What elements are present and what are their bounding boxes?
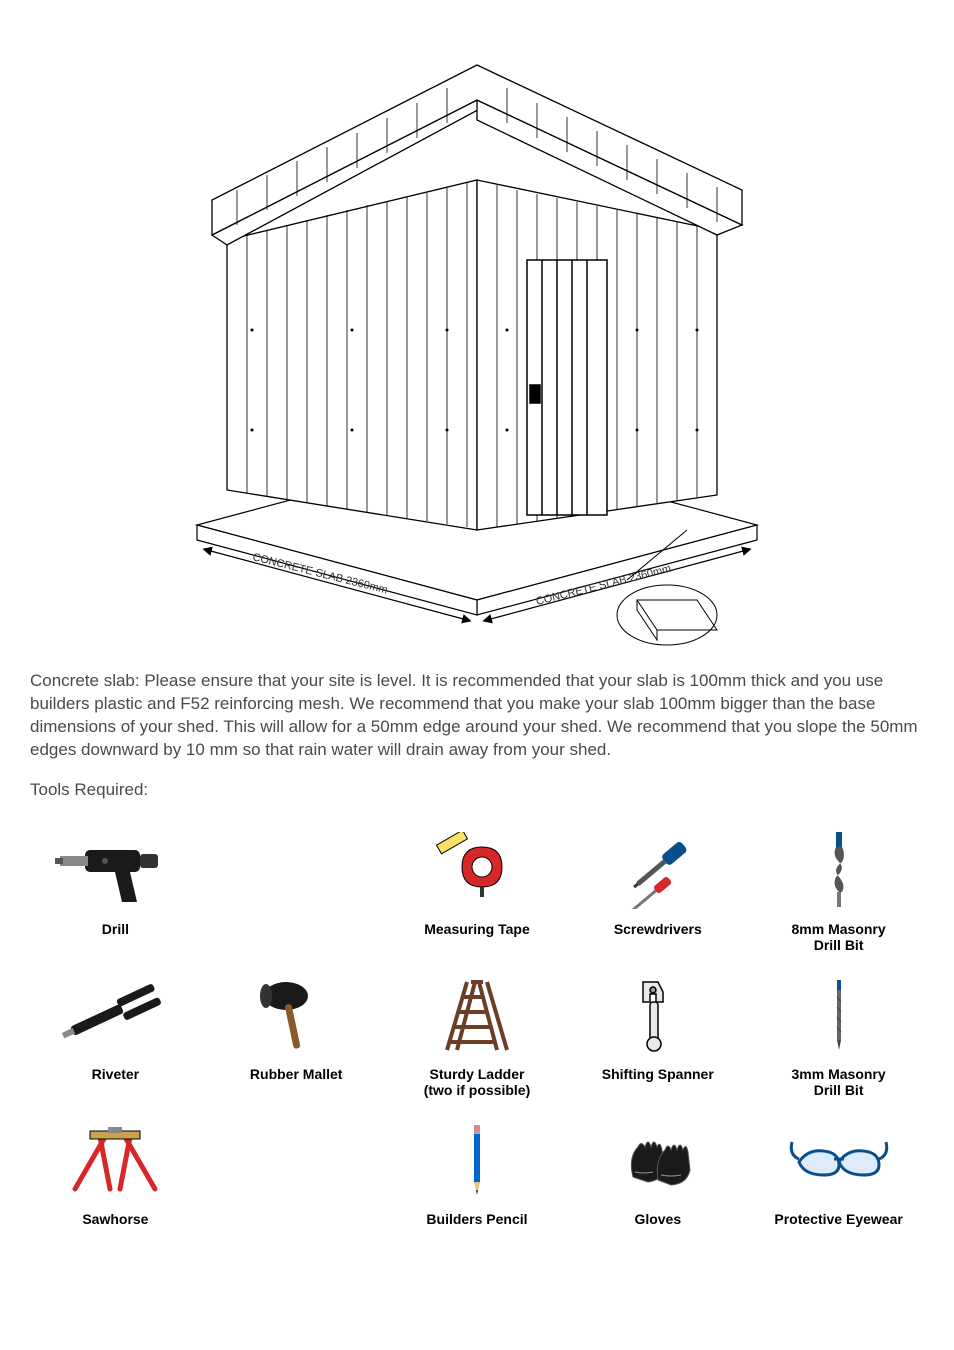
screwdrivers-label: Screwdrivers xyxy=(614,921,702,953)
ladder-icon xyxy=(392,963,563,1066)
tools-grid: Drill . Measuring Tape xyxy=(30,818,924,1243)
tool-eyewear: Protective Eyewear xyxy=(753,1108,924,1243)
tool-screwdrivers: Screwdrivers xyxy=(572,818,743,953)
tool-drill: Drill xyxy=(30,818,201,953)
gloves-icon xyxy=(572,1108,743,1211)
tool-spanner: Shifting Spanner xyxy=(572,963,743,1098)
builders-pencil-icon xyxy=(392,1108,563,1211)
tool-sawhorse: Sawhorse xyxy=(30,1108,201,1243)
riveter-icon xyxy=(30,963,201,1066)
tool-masonry-3mm: 3mm Masonry Drill Bit xyxy=(753,963,924,1098)
tool-riveter: Riveter xyxy=(30,963,201,1098)
concrete-slab-instructions: Concrete slab: Please ensure that your s… xyxy=(30,670,924,762)
builders-pencil-label: Builders Pencil xyxy=(426,1211,527,1243)
drill-icon xyxy=(30,818,201,921)
sawhorse-icon xyxy=(30,1108,201,1211)
screwdrivers-icon xyxy=(572,818,743,921)
tool-rubber-mallet: Rubber Mallet xyxy=(211,963,382,1098)
tool-measuring-tape: Measuring Tape xyxy=(392,818,563,953)
spanner-icon xyxy=(572,963,743,1066)
gloves-label: Gloves xyxy=(634,1211,681,1243)
masonry-8mm-label: 8mm Masonry Drill Bit xyxy=(792,921,886,953)
ladder-label: Sturdy Ladder (two if possible) xyxy=(424,1066,531,1098)
masonry-3mm-icon xyxy=(753,963,924,1066)
shed-diagram: CONCRETE SLAB 2360mm CONCRETE SLAB 2360m… xyxy=(30,30,924,655)
tool-builders-pencil: Builders Pencil xyxy=(392,1108,563,1243)
sawhorse-label: Sawhorse xyxy=(82,1211,148,1243)
measuring-tape-label: Measuring Tape xyxy=(424,921,530,953)
masonry-3mm-label: 3mm Masonry Drill Bit xyxy=(792,1066,886,1098)
measuring-tape-icon xyxy=(392,818,563,921)
shed-svg: CONCRETE SLAB 2360mm CONCRETE SLAB 2360m… xyxy=(157,30,797,650)
spanner-label: Shifting Spanner xyxy=(602,1066,714,1098)
masonry-8mm-icon xyxy=(753,818,924,921)
rubber-mallet-icon xyxy=(211,963,382,1066)
rubber-mallet-label: Rubber Mallet xyxy=(250,1066,343,1098)
riveter-label: Riveter xyxy=(92,1066,139,1098)
tool-masonry-8mm: 8mm Masonry Drill Bit xyxy=(753,818,924,953)
drill-label: Drill xyxy=(102,921,129,953)
tool-empty-2: . xyxy=(211,1108,382,1243)
eyewear-label: Protective Eyewear xyxy=(774,1211,902,1243)
tools-required-heading: Tools Required: xyxy=(30,780,924,800)
tool-gloves: Gloves xyxy=(572,1108,743,1243)
tool-empty-1: . xyxy=(211,818,382,953)
tool-ladder: Sturdy Ladder (two if possible) xyxy=(392,963,563,1098)
eyewear-icon xyxy=(753,1108,924,1211)
